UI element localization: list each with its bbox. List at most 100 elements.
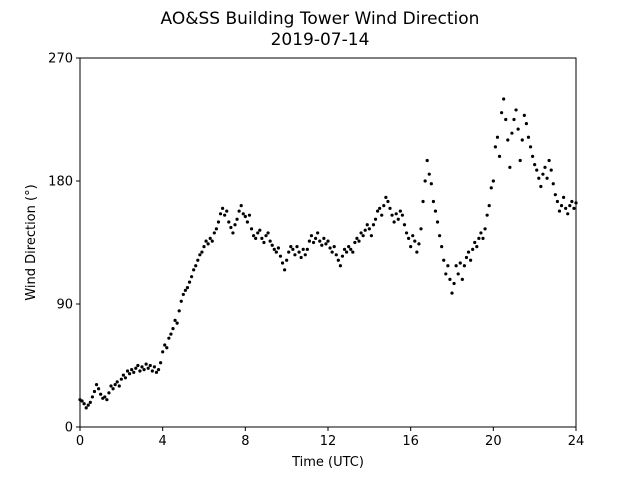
data-point (417, 242, 421, 246)
data-point (473, 240, 477, 245)
data-point (402, 223, 407, 227)
data-point (121, 373, 125, 377)
data-point (535, 168, 539, 172)
data-point (353, 240, 357, 245)
data-point (359, 231, 363, 235)
x-tick-label: 4 (159, 434, 167, 449)
data-point (411, 234, 415, 238)
data-point (334, 253, 338, 257)
data-point (562, 195, 566, 199)
data-point (429, 182, 433, 186)
data-point (572, 206, 576, 210)
data-point (431, 199, 435, 204)
data-point (425, 158, 429, 163)
data-point (365, 223, 369, 227)
data-point (214, 227, 218, 231)
data-point (287, 250, 291, 254)
data-point (190, 275, 194, 279)
data-point (487, 204, 491, 208)
data-point (256, 231, 260, 235)
data-point (278, 254, 283, 258)
data-point (533, 163, 537, 167)
data-point (363, 228, 367, 232)
data-point (109, 384, 113, 388)
data-point (94, 383, 99, 387)
data-point (136, 363, 140, 368)
data-point (518, 158, 522, 163)
data-point (382, 204, 386, 208)
data-point (380, 213, 384, 217)
data-point (237, 209, 241, 213)
data-point (88, 400, 92, 404)
data-point (531, 154, 535, 158)
data-point (247, 213, 252, 217)
data-point (477, 236, 481, 240)
data-point (144, 362, 148, 366)
data-point (107, 391, 111, 395)
data-point (130, 368, 134, 372)
data-point (570, 199, 574, 204)
data-point (125, 369, 130, 373)
chart-title: AO&SS Building Tower Wind Direction (161, 9, 480, 29)
data-point (539, 184, 543, 189)
data-point (117, 384, 121, 388)
data-point (566, 212, 570, 216)
data-point (415, 250, 419, 254)
data-point (208, 236, 212, 240)
data-point (444, 272, 448, 276)
data-point (212, 231, 216, 235)
data-point (295, 245, 299, 249)
data-point (181, 292, 185, 297)
data-point (119, 377, 123, 381)
data-point (179, 299, 183, 303)
data-point (243, 214, 247, 219)
chart-subtitle: 2019-07-14 (271, 30, 370, 50)
data-point (173, 318, 177, 322)
data-point (516, 127, 520, 131)
data-point (274, 250, 278, 254)
data-point (361, 234, 365, 238)
data-point (291, 247, 295, 251)
data-point (229, 225, 233, 230)
x-tick-label: 8 (241, 434, 249, 449)
data-point (355, 236, 359, 240)
data-point (427, 172, 431, 176)
data-point (454, 264, 458, 268)
data-point (373, 217, 378, 221)
data-point (551, 182, 555, 186)
data-point (367, 227, 371, 231)
data-point (128, 372, 132, 376)
data-point (376, 209, 380, 213)
data-point (138, 369, 142, 373)
data-point (396, 217, 400, 221)
data-point (469, 258, 473, 262)
data-point (357, 239, 361, 243)
data-point (497, 154, 502, 158)
data-point (165, 346, 169, 350)
y-tick-label: 90 (56, 298, 73, 313)
data-point (260, 236, 264, 240)
data-point (320, 243, 324, 247)
data-point (388, 206, 392, 210)
data-point (123, 376, 128, 380)
data-point (134, 366, 138, 370)
data-point (475, 245, 479, 249)
data-point (466, 250, 471, 254)
data-point (347, 245, 351, 249)
data-point (200, 250, 204, 254)
data-point (514, 108, 518, 112)
data-point (332, 245, 336, 249)
data-point (276, 246, 280, 250)
data-point (483, 227, 487, 231)
data-point (322, 236, 326, 240)
data-point (504, 117, 508, 122)
data-point (537, 176, 541, 180)
data-point (111, 387, 115, 391)
data-point (249, 227, 254, 231)
data-point (152, 365, 156, 369)
data-point (301, 247, 305, 251)
data-point (545, 176, 549, 180)
data-point (115, 380, 119, 384)
data-point (557, 209, 562, 213)
